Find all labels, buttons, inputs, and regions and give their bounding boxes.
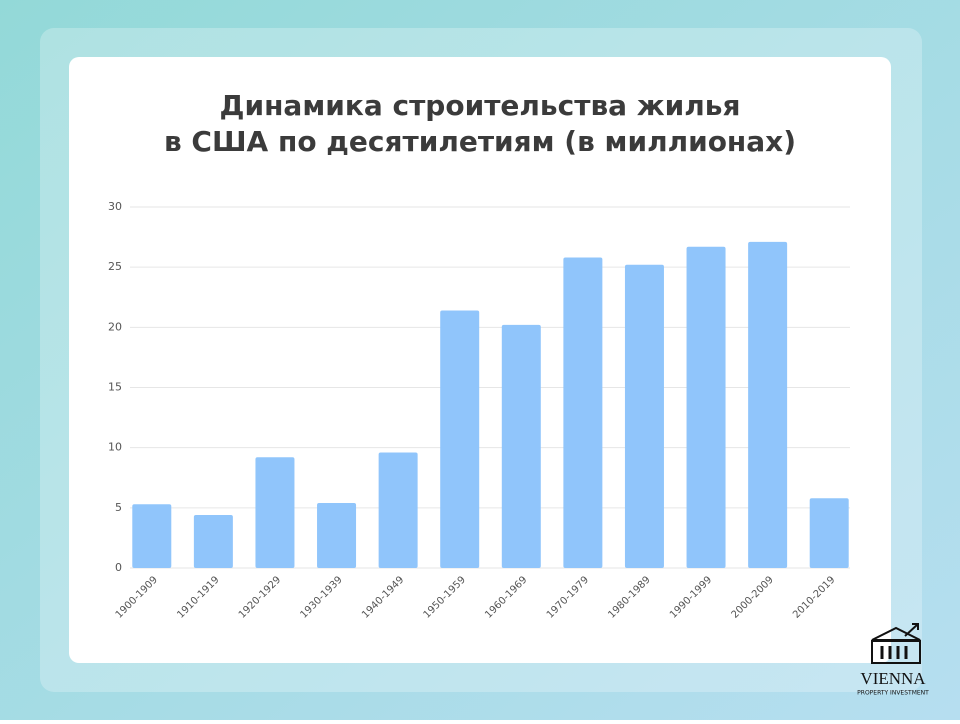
logo-icon [871,640,921,664]
bar [809,498,849,568]
bar [624,264,664,568]
bar [563,257,603,568]
y-tick-label: 0 [115,561,122,574]
logo-tagline: PROPERTY INVESTMENT [857,690,929,697]
bar [132,504,172,568]
logo-icon [904,623,919,637]
bar [501,324,541,568]
chart-title: Динамика строительства жилья [220,89,741,122]
bar [378,452,418,568]
logo-icon [880,646,908,659]
y-tick-label: 5 [115,501,122,514]
y-tick-label: 25 [108,260,122,273]
bar [748,241,788,568]
bar [686,246,726,568]
logo-name: VIENNA [860,669,926,688]
bar [317,503,357,568]
chart-title: в США по десятилетиям (в миллионах) [164,125,796,158]
y-tick-label: 10 [108,441,122,454]
bar [440,310,480,568]
bar [255,457,295,568]
y-tick-label: 30 [108,200,122,213]
y-tick-label: 15 [108,381,122,394]
bar [193,515,233,568]
y-tick-label: 20 [108,320,122,333]
logo: VIENNA PROPERTY INVESTMENT [857,623,929,697]
